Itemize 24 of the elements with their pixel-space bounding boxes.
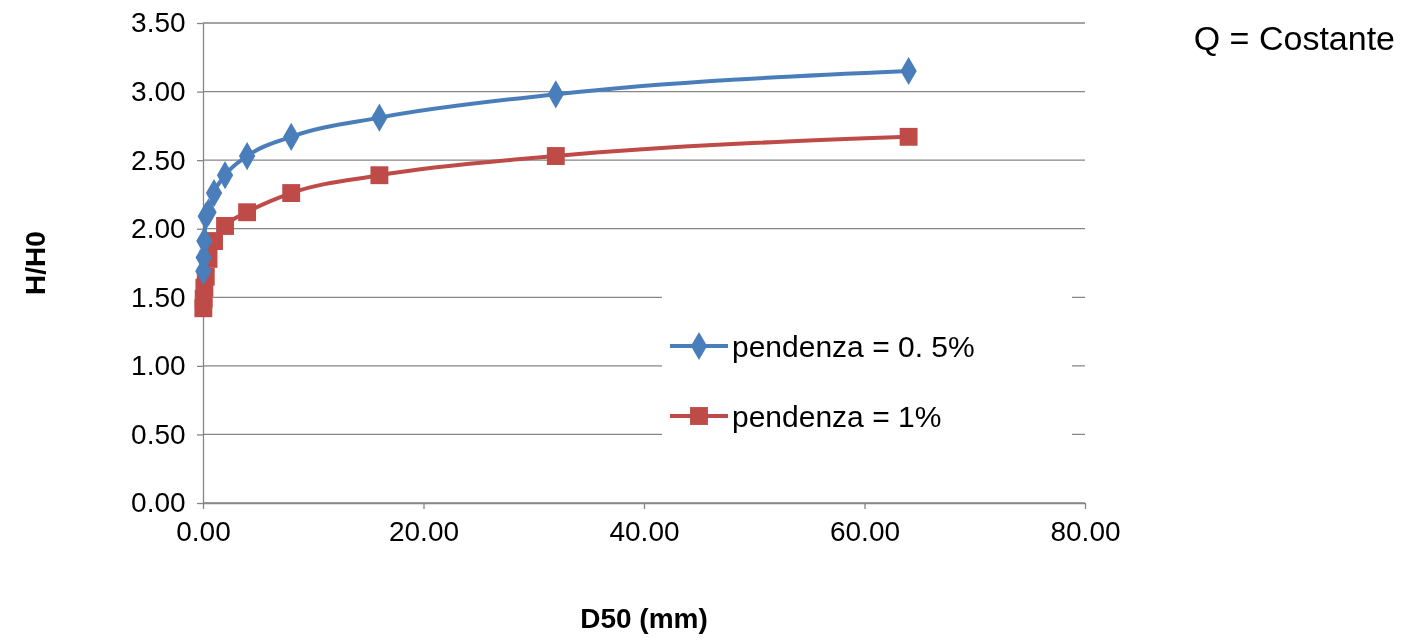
x-tick-label: 80.00 (1050, 516, 1121, 548)
x-tick-label: 0.00 (176, 516, 231, 548)
point (546, 147, 565, 165)
x-axis-title: D50 (mm) (580, 603, 708, 634)
legend-label: pendenza = 0. 5% (732, 330, 975, 363)
point (238, 203, 257, 222)
y-tick-label: 1.00 (131, 350, 186, 382)
point (370, 166, 389, 185)
point (899, 127, 918, 146)
y-tick-label: 2.50 (131, 144, 186, 176)
y-tick-label: 0.50 (131, 418, 186, 450)
x-tick-label: 40.00 (609, 516, 680, 548)
y-tick-label: 2.00 (131, 213, 186, 245)
y-tick-label: 1.50 (131, 281, 186, 313)
y-tick-label: 3.50 (131, 7, 186, 39)
y-tick-label: 0.00 (131, 487, 186, 519)
point (216, 217, 234, 235)
text: Q = Costante (1193, 19, 1395, 57)
x-tick-label: 20.00 (388, 516, 460, 548)
legend-label: pendenza = 1% (732, 400, 942, 433)
y-axis-title: H/H0 (20, 231, 51, 295)
x-tick-label: 60.00 (829, 516, 901, 548)
y-tick-label: 3.00 (131, 76, 186, 108)
point (282, 184, 301, 202)
